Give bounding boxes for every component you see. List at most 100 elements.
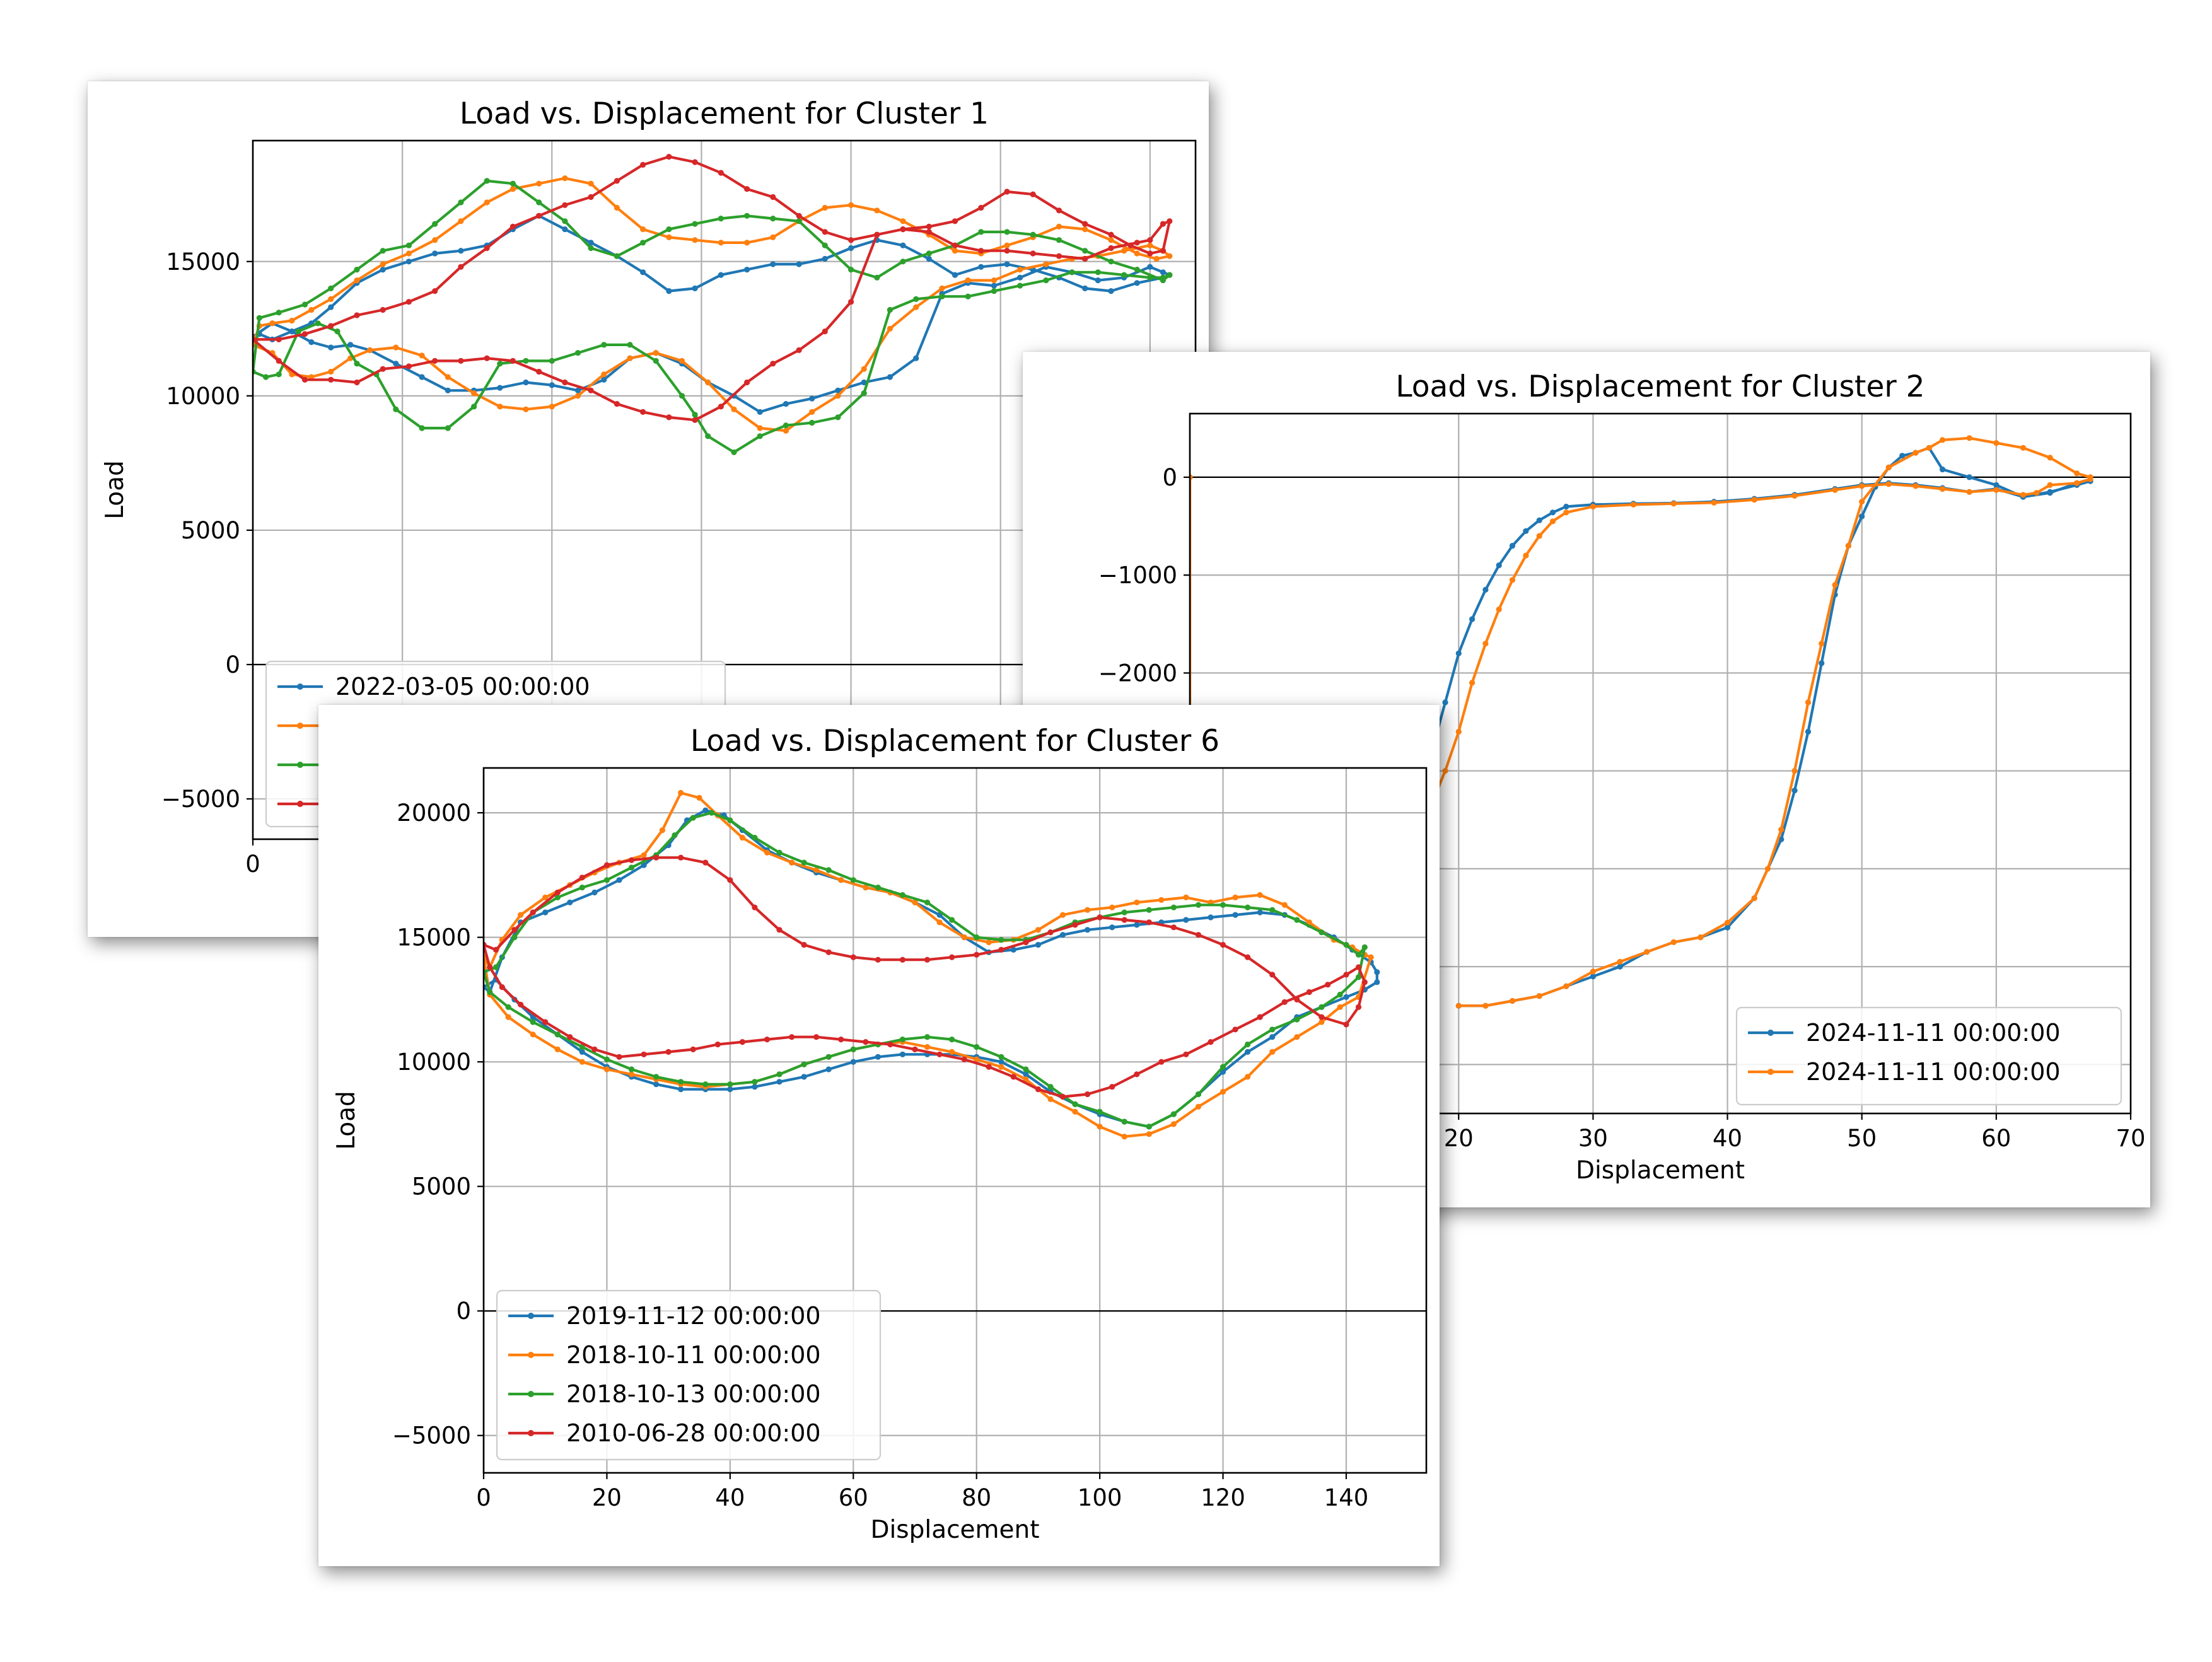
data-point bbox=[2047, 482, 2053, 488]
data-point bbox=[640, 409, 646, 416]
data-point bbox=[1294, 1034, 1300, 1040]
data-point bbox=[1859, 513, 1865, 520]
y-tick-label: 5000 bbox=[412, 1173, 471, 1200]
data-point bbox=[757, 425, 763, 431]
data-point bbox=[1281, 902, 1288, 908]
data-point bbox=[1318, 1019, 1325, 1025]
data-point bbox=[770, 261, 776, 267]
series-line-2 bbox=[484, 791, 1373, 1138]
data-point bbox=[603, 862, 610, 868]
data-point bbox=[484, 355, 490, 361]
data-point bbox=[588, 240, 594, 246]
data-point bbox=[405, 363, 412, 369]
data-point bbox=[727, 877, 733, 883]
data-point bbox=[718, 404, 724, 410]
data-point bbox=[744, 212, 750, 219]
data-point bbox=[1912, 483, 1919, 489]
data-point bbox=[653, 1081, 660, 1088]
data-point bbox=[1121, 909, 1127, 915]
data-point bbox=[1361, 979, 1368, 985]
data-point bbox=[1966, 474, 1972, 480]
data-point bbox=[640, 240, 646, 246]
data-point bbox=[328, 344, 334, 351]
y-tick-label: 15000 bbox=[166, 248, 240, 276]
data-point bbox=[727, 1086, 733, 1093]
data-point bbox=[1885, 481, 1892, 487]
data-point bbox=[1926, 445, 1932, 451]
data-point bbox=[1004, 242, 1010, 248]
data-point bbox=[1160, 248, 1166, 254]
data-point bbox=[640, 269, 646, 276]
data-point bbox=[554, 889, 561, 896]
data-point bbox=[659, 827, 665, 834]
data-point bbox=[1170, 1121, 1177, 1127]
data-point bbox=[809, 395, 815, 402]
data-point bbox=[986, 939, 992, 946]
data-point bbox=[764, 1037, 771, 1043]
data-point bbox=[952, 218, 958, 224]
chart-title: Load vs. Displacement for Cluster 1 bbox=[460, 96, 989, 131]
data-point bbox=[588, 180, 594, 187]
data-point bbox=[393, 344, 399, 351]
data-point bbox=[2034, 490, 2040, 496]
data-point bbox=[752, 1084, 758, 1090]
data-point bbox=[912, 1046, 918, 1052]
x-tick-label: 0 bbox=[245, 851, 260, 878]
data-point bbox=[1343, 972, 1349, 978]
data-point bbox=[1993, 487, 2000, 493]
y-tick-label: 0 bbox=[1162, 464, 1177, 491]
data-point bbox=[666, 288, 672, 294]
data-point bbox=[562, 379, 568, 386]
data-point bbox=[757, 409, 763, 416]
data-point bbox=[1751, 497, 1757, 503]
data-point bbox=[1035, 927, 1041, 933]
y-tick-label: 10000 bbox=[397, 1049, 471, 1076]
data-point bbox=[1170, 1111, 1177, 1117]
data-point bbox=[744, 267, 750, 273]
data-point bbox=[1108, 231, 1114, 238]
y-tick-label: −2000 bbox=[1098, 660, 1177, 687]
data-point bbox=[1805, 728, 1812, 735]
legend-swatch-marker bbox=[297, 762, 303, 768]
legend-swatch-marker bbox=[528, 1352, 534, 1358]
data-point bbox=[487, 989, 493, 996]
data-point bbox=[1832, 582, 1838, 588]
data-point bbox=[1109, 904, 1115, 910]
data-point bbox=[776, 927, 783, 933]
data-point bbox=[653, 854, 660, 861]
data-point bbox=[813, 1034, 820, 1040]
data-point bbox=[1108, 245, 1114, 252]
data-point bbox=[835, 387, 841, 393]
data-point bbox=[549, 382, 555, 388]
data-point bbox=[752, 835, 758, 841]
data-point bbox=[471, 390, 477, 397]
x-axis-label: Displacement bbox=[870, 1516, 1039, 1544]
data-point bbox=[487, 964, 493, 970]
data-point bbox=[825, 1054, 832, 1060]
data-point bbox=[603, 1056, 610, 1062]
data-point bbox=[863, 1039, 869, 1045]
data-point bbox=[1993, 482, 2000, 488]
data-point bbox=[850, 1046, 856, 1052]
x-tick-label: 50 bbox=[1847, 1125, 1877, 1152]
data-point bbox=[1072, 1108, 1078, 1115]
data-point bbox=[900, 218, 906, 224]
data-point bbox=[405, 242, 412, 248]
data-point bbox=[991, 288, 997, 294]
chart-title: Load vs. Displacement for Cluster 2 bbox=[1395, 369, 1924, 404]
data-point bbox=[949, 1049, 955, 1055]
data-point bbox=[887, 306, 893, 313]
data-point bbox=[1455, 728, 1462, 735]
data-point bbox=[334, 328, 341, 335]
data-point bbox=[924, 1043, 931, 1050]
data-point bbox=[1590, 503, 1596, 510]
data-point bbox=[1134, 922, 1140, 928]
data-point bbox=[354, 361, 360, 367]
data-point bbox=[579, 875, 585, 881]
data-point bbox=[1294, 996, 1300, 1002]
series-line-3 bbox=[253, 179, 1171, 454]
data-point bbox=[1167, 253, 1173, 259]
data-point bbox=[899, 1037, 905, 1043]
data-point bbox=[1017, 274, 1023, 281]
x-tick-label: 40 bbox=[715, 1484, 745, 1511]
